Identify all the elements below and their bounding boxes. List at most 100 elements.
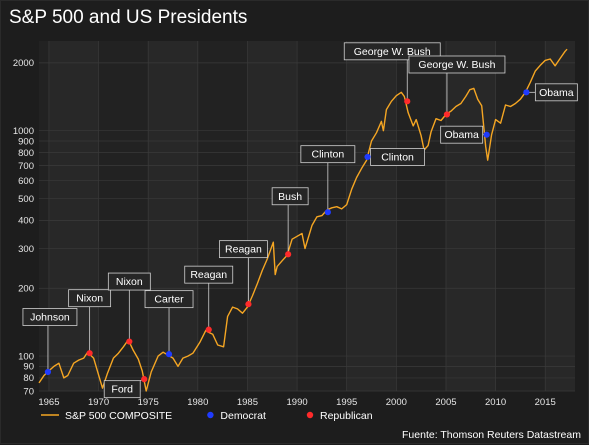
x-tick-label: 1995	[336, 397, 357, 408]
legend-label: Republican	[320, 410, 373, 422]
series-layer	[38, 48, 568, 392]
democrat-point	[165, 351, 173, 358]
president-annotation: Carter	[144, 290, 194, 358]
annotation-layer: Johnson Nixon Nixon Ford Carter Reagan Reagan B…	[22, 42, 578, 399]
y-tick-label: 300	[18, 244, 34, 255]
grid-band	[48, 41, 99, 391]
president-annotation: Clinton	[300, 145, 356, 216]
y-tick-label: 2000	[13, 58, 34, 69]
annotation-box	[103, 380, 141, 399]
president-annotation: Nixon	[68, 289, 112, 357]
president-annotation: Reagan	[219, 240, 268, 308]
x-tick-label: 1970	[88, 397, 109, 408]
annotation-label: Johnson	[30, 311, 70, 323]
grid-band	[445, 41, 496, 391]
annotation-label: Reagan	[225, 244, 262, 256]
democrat-point	[523, 89, 530, 96]
president-annotation: George W. Bush	[408, 55, 506, 118]
annotation-label: Clinton	[312, 149, 345, 161]
y-tick-label: 900	[18, 136, 34, 147]
democrat-point	[483, 131, 490, 138]
annotation-label: Obama	[539, 87, 574, 99]
y-tick-label: 500	[18, 194, 34, 205]
y-tick-label: 80	[23, 373, 34, 384]
president-annotation: Bush	[271, 187, 309, 258]
annotation-box	[107, 272, 151, 291]
y-tick-label: 800	[18, 148, 34, 159]
annotation-label: Clinton	[381, 151, 414, 163]
legend-label: Democrat	[220, 410, 266, 422]
annotation-box	[219, 240, 268, 259]
president-annotation: Nixon	[107, 272, 151, 345]
x-tick-label: 1990	[287, 397, 308, 408]
annotation-box	[271, 187, 309, 206]
annotation-box	[144, 290, 194, 309]
x-axis: 1965 1970 1975 1980 1985 1990 1995 2000 2005 2010…	[38, 397, 555, 408]
annotation-box	[343, 42, 441, 61]
annotation-label: George W. Bush	[418, 59, 495, 71]
y-tick-label: 700	[18, 161, 34, 172]
republican-point	[404, 98, 411, 105]
chart-title: S&P 500 and US Presidents	[9, 7, 248, 28]
annotation-label: Bush	[278, 191, 302, 203]
republican-point	[86, 350, 93, 357]
annotation-label: Obama	[444, 129, 479, 141]
x-tick-label: 1980	[187, 397, 208, 408]
annotation-label: Reagan	[190, 269, 227, 281]
y-tick-label: 600	[18, 176, 34, 187]
legend-dot-swatch	[207, 411, 214, 419]
y-tick-label: 70	[23, 386, 34, 397]
source-note: Fuente: Thomson Reuters Datastream	[402, 429, 581, 441]
y-tick-label: 400	[18, 216, 34, 227]
legend-item: Republican	[306, 410, 373, 422]
annotation-label: Nixon	[76, 293, 103, 305]
annotation-label: Ford	[111, 384, 133, 396]
annotation-box	[440, 125, 484, 144]
annotation-box	[184, 265, 234, 284]
annotation-box	[300, 145, 356, 164]
democrat-point	[44, 368, 52, 376]
legend-item: S&P 500 COMPOSITE	[41, 410, 172, 422]
president-annotation: Ford	[103, 376, 148, 399]
annotation-box	[534, 83, 578, 102]
annotation-box	[408, 55, 506, 74]
president-annotation: Obama	[523, 83, 578, 102]
president-annotation: Obama	[440, 125, 490, 144]
republican-point	[141, 376, 148, 383]
legend-dot-swatch	[306, 411, 314, 419]
x-tick-label: 1975	[138, 397, 159, 408]
annotation-label: Carter	[154, 294, 184, 306]
republican-point	[245, 301, 252, 308]
y-tick-label: 100	[18, 351, 34, 362]
y-tick-label: 90	[23, 362, 34, 373]
sp500-line	[38, 48, 568, 392]
republican-point	[443, 111, 451, 118]
democrat-point	[324, 209, 331, 216]
president-annotation: Johnson	[22, 308, 78, 376]
legend-label: S&P 500 COMPOSITE	[65, 410, 172, 422]
grid-band	[148, 41, 198, 391]
x-tick-label: 2000	[386, 397, 407, 408]
annotation-label: George W. Bush	[354, 46, 431, 58]
annotation-label: Nixon	[116, 276, 143, 288]
x-tick-label: 2015	[535, 397, 556, 408]
republican-point	[285, 251, 292, 258]
president-annotation: George W. Bush	[343, 42, 441, 105]
president-annotation: Reagan	[184, 265, 234, 333]
democrat-point	[364, 153, 371, 161]
legend: S&P 500 COMPOSITE Democrat Republican	[41, 410, 373, 422]
grid-band	[247, 41, 298, 391]
x-tick-label: 2005	[435, 397, 456, 408]
y-tick-label: 1000	[13, 126, 34, 137]
x-tick-label: 2010	[485, 397, 506, 408]
x-tick-label: 1965	[38, 397, 59, 408]
republican-point	[126, 338, 133, 345]
annotation-box	[22, 308, 78, 326]
president-annotation: Clinton	[364, 148, 425, 166]
annotation-box	[68, 289, 112, 308]
grid-band	[346, 41, 397, 391]
legend-item: Democrat	[207, 410, 266, 422]
